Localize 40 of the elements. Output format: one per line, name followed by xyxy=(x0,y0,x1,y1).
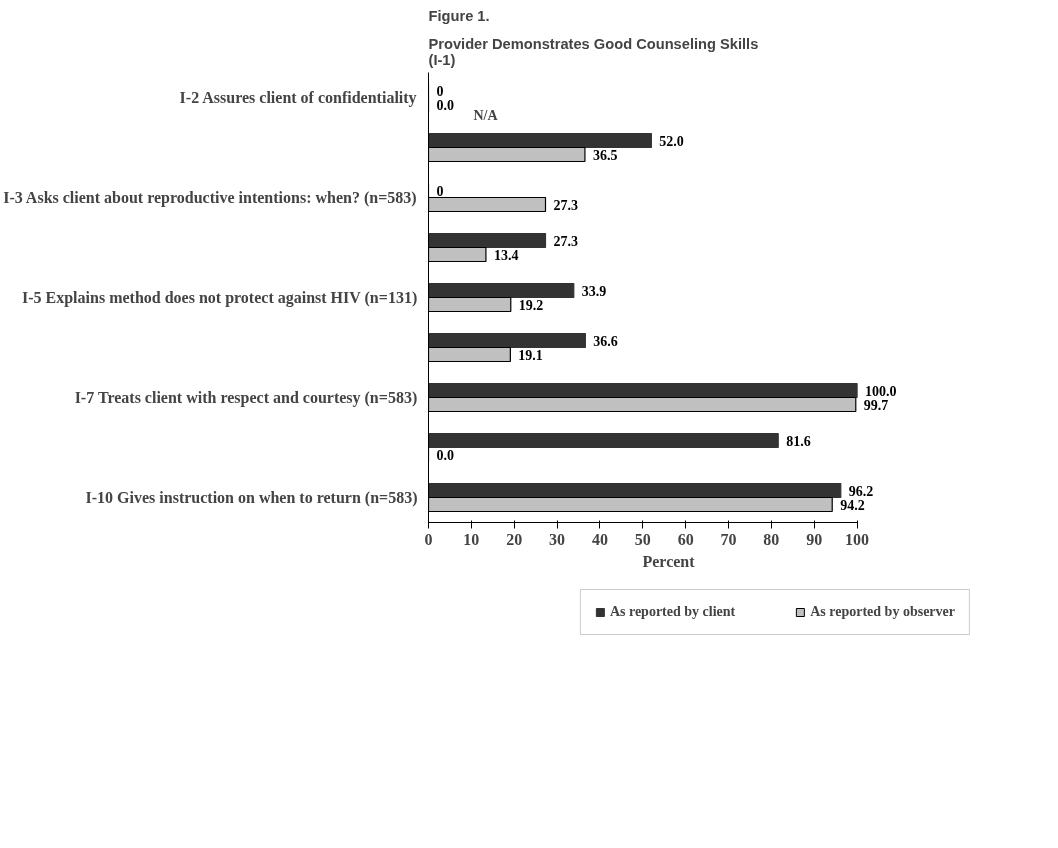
x-axis-title: Percent xyxy=(642,552,696,570)
data-label: 96.2 xyxy=(848,483,874,499)
y-tick-label: I-10 Gives instruction on when to return (n=583) xyxy=(85,489,418,507)
x-tick-label: 20 xyxy=(506,530,523,548)
x-tick-label: 10 xyxy=(463,530,480,548)
data-label: 19.1 xyxy=(518,347,543,363)
data-label: 36.6 xyxy=(593,333,618,349)
x-tick-label: 80 xyxy=(763,530,780,548)
data-label: 0 xyxy=(436,183,444,199)
chart-title: Figure 1. xyxy=(428,7,490,24)
data-label: 19.2 xyxy=(518,297,544,313)
y-tick-label: I-7 Treats client with respect and courtesy (n=583) xyxy=(74,389,418,407)
annotation: N/A xyxy=(473,107,499,123)
y-tick-label: I-5 Explains method does not protect against HIV (n=131) xyxy=(21,289,418,307)
x-tick-label: 90 xyxy=(806,530,823,548)
data-label: 0.0 xyxy=(436,97,454,113)
y-tick-label: I-2 Assures client of confidentiality xyxy=(179,89,417,107)
x-tick-label: 100 xyxy=(845,530,870,548)
legend-label: As reported by observer xyxy=(810,604,955,620)
x-tick-label: 0 xyxy=(424,530,433,548)
x-tick-label: 70 xyxy=(720,530,737,548)
data-label: 13.4 xyxy=(493,247,519,263)
data-label: 52.0 xyxy=(659,133,684,149)
y-tick-label: I-3 Asks client about reproductive intentions: when? (n=583) xyxy=(3,189,417,207)
data-label: 94.2 xyxy=(840,497,865,513)
data-label: 100.0 xyxy=(865,383,897,399)
legend-label: As reported by client xyxy=(609,604,736,620)
data-label: 99.7 xyxy=(863,397,889,413)
data-label: 0 xyxy=(436,83,444,99)
x-tick-label: 60 xyxy=(677,530,694,548)
data-label: 81.6 xyxy=(786,433,811,449)
data-label: 33.9 xyxy=(581,283,607,299)
data-label: 27.3 xyxy=(553,197,578,213)
x-tick-label: 30 xyxy=(549,530,566,548)
data-label: 36.5 xyxy=(592,147,618,163)
data-label: 27.3 xyxy=(553,233,578,249)
data-label: 0.0 xyxy=(436,447,454,463)
x-tick-label: 50 xyxy=(634,530,651,548)
x-tick-label: 40 xyxy=(591,530,608,548)
chart-subtitle: Provider Demonstrates Good Counseling Skills (I-1) xyxy=(428,35,759,68)
